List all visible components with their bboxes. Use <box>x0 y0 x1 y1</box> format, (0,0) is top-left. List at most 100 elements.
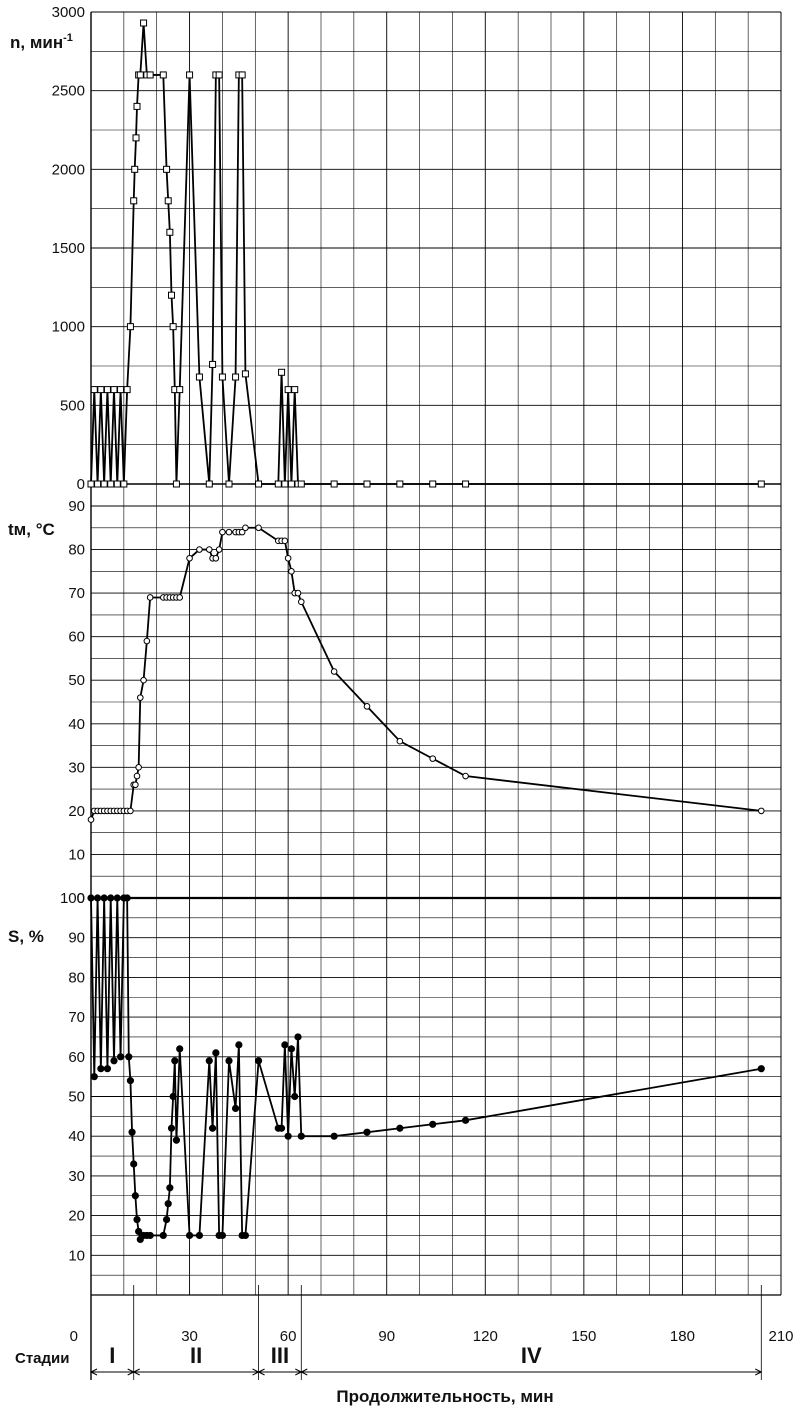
data-point-s <box>291 1092 299 1101</box>
y-tick-label: 50 <box>68 672 85 689</box>
data-point-n <box>110 386 118 394</box>
y-axis-title-n: n, мин-1 <box>10 32 73 52</box>
data-point-t <box>281 537 289 545</box>
data-point-s <box>195 1231 204 1240</box>
data-point-n <box>169 323 177 331</box>
y-tick-label: 20 <box>68 1208 85 1225</box>
data-point-s <box>169 1092 177 1101</box>
stage-label: IV <box>521 1343 542 1368</box>
data-point-s <box>166 1184 174 1192</box>
data-point-n <box>255 480 263 488</box>
x-tick-label: 180 <box>670 1328 695 1345</box>
data-point-n <box>133 102 141 110</box>
data-point-s <box>429 1120 437 1128</box>
stage-label: I <box>109 1343 115 1368</box>
data-point-s <box>208 1124 217 1132</box>
y-tick-label: 500 <box>60 397 85 414</box>
data-point-n <box>291 386 299 394</box>
y-tick-label: 20 <box>68 803 85 820</box>
data-point-s <box>281 1041 289 1049</box>
data-point-n <box>215 71 223 79</box>
data-point-t <box>330 668 338 675</box>
data-point-t <box>146 594 154 601</box>
data-point-s <box>100 894 108 902</box>
data-point-n <box>168 291 175 299</box>
x-axis-title: Продолжительность, мин <box>336 1387 553 1406</box>
y-axis-title-t-unit: °C <box>36 520 55 539</box>
data-point-n <box>232 373 240 381</box>
data-point-s <box>131 1192 139 1200</box>
y-tick-label: 0 <box>77 890 85 907</box>
data-point-n <box>107 480 115 488</box>
data-point-s <box>254 1057 263 1065</box>
data-point-s <box>241 1231 250 1240</box>
data-point-s <box>135 1227 143 1236</box>
data-point-t <box>429 755 437 762</box>
data-point-s <box>167 1124 176 1132</box>
data-point-n <box>164 197 172 205</box>
stage-label: III <box>271 1343 289 1368</box>
data-point-s <box>93 894 102 902</box>
data-point-n <box>278 368 286 376</box>
data-point-s <box>287 1045 296 1053</box>
data-point-s <box>294 1033 302 1041</box>
data-point-t <box>176 594 184 601</box>
data-point-s <box>284 1132 292 1140</box>
data-point-s <box>218 1231 227 1240</box>
data-point-s <box>757 1065 765 1073</box>
y-tick-label: 80 <box>68 969 85 986</box>
y-tick-label: 40 <box>68 716 85 733</box>
data-point-n <box>176 386 184 394</box>
data-point-s <box>172 1136 181 1144</box>
data-point-n <box>117 386 125 394</box>
data-point-t <box>132 781 139 789</box>
data-point-n <box>186 71 194 79</box>
data-point-t <box>294 589 302 597</box>
data-point-n <box>241 370 249 378</box>
series <box>87 19 765 1244</box>
data-point-s <box>113 894 121 902</box>
data-point-n <box>132 134 140 142</box>
stage-arrow-right <box>755 1368 763 1376</box>
y-tick-label: 50 <box>68 1089 85 1106</box>
data-point-t <box>127 807 134 815</box>
data-point-t <box>133 772 141 780</box>
data-point-n <box>97 386 105 394</box>
data-point-n <box>209 360 217 368</box>
y-axis-title-n-sup: -1 <box>63 32 73 44</box>
data-point-s <box>126 1077 135 1085</box>
y-tick-label: 80 <box>68 542 85 559</box>
y-tick-label: 1500 <box>52 240 85 257</box>
x-tick-label: 210 <box>768 1328 793 1345</box>
data-point-t <box>215 546 223 553</box>
data-point-s <box>235 1041 243 1049</box>
data-point-s <box>363 1128 371 1136</box>
y-tick-label: 60 <box>68 629 85 646</box>
data-point-s <box>297 1132 305 1140</box>
x-tick-label: 30 <box>181 1328 198 1345</box>
data-point-n <box>103 386 111 394</box>
data-point-s <box>87 894 95 902</box>
data-point-n <box>757 480 765 488</box>
data-point-t <box>219 528 226 536</box>
data-point-n <box>297 480 305 488</box>
data-point-s <box>212 1049 220 1057</box>
data-point-n <box>140 19 148 27</box>
y-axis-title-s: S, % <box>8 927 44 946</box>
data-point-s <box>277 1124 286 1132</box>
data-point-t <box>255 524 262 532</box>
x-tick-label: 150 <box>571 1328 596 1345</box>
data-point-t <box>297 598 305 606</box>
y-tick-label: 30 <box>68 759 85 776</box>
data-point-t <box>242 524 249 532</box>
y-tick-label: 40 <box>68 1128 85 1145</box>
data-point-s <box>110 1057 118 1065</box>
stage-caption: Стадии <box>15 1350 70 1367</box>
data-point-n <box>172 480 180 488</box>
y-tick-label: 60 <box>68 1049 85 1066</box>
data-point-n <box>195 373 203 381</box>
data-point-s <box>107 894 115 902</box>
y-tick-label: 90 <box>68 930 85 947</box>
data-point-n <box>113 480 121 488</box>
data-point-n <box>130 197 138 205</box>
